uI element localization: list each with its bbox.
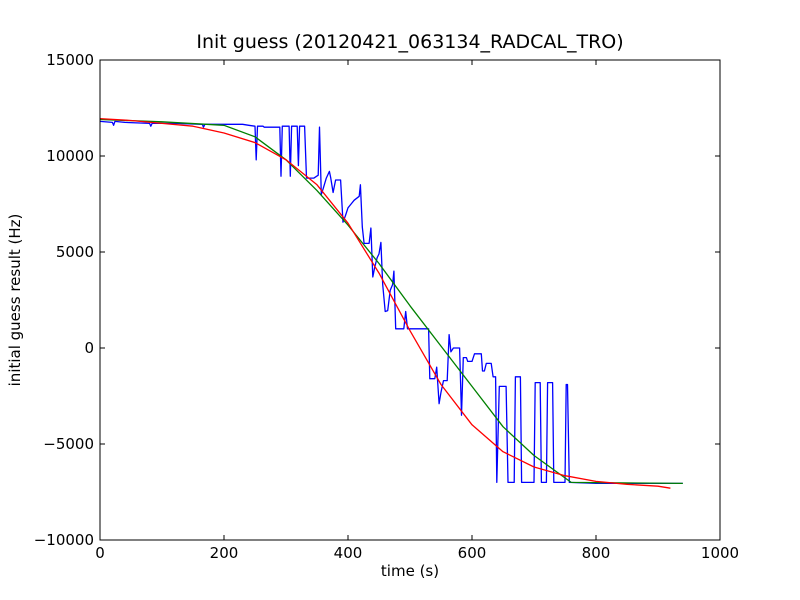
x-tick-label: 400: [334, 544, 363, 562]
y-tick-label: −5000: [43, 435, 94, 453]
ticks-layer: 0 200 400 600 800 1000 −10000 −5000 0 5000 10000 15…: [34, 51, 739, 562]
x-tick-label: 600: [458, 544, 487, 562]
chart-title: Init guess (20120421_063134_RADCAL_TRO): [196, 31, 623, 53]
series-layer: [100, 117, 683, 489]
plot-frame: [99, 59, 721, 541]
series-line-1: [100, 120, 683, 485]
y-tick-label: 10000: [46, 147, 94, 165]
series-line-2: [100, 118, 683, 485]
y-tick-label: −10000: [34, 531, 94, 549]
y-tick-label: 0: [84, 339, 94, 357]
x-axis-label: time (s): [381, 562, 439, 580]
x-tick-label: 200: [210, 544, 239, 562]
x-tick-label: 800: [582, 544, 611, 562]
y-axis-label: initial guess result (Hz): [6, 214, 24, 387]
y-tick-label: 5000: [56, 243, 94, 261]
x-tick-label: 0: [95, 544, 105, 562]
series-line-3: [100, 117, 671, 489]
y-tick-label: 15000: [46, 51, 94, 69]
x-tick-label: 1000: [701, 544, 739, 562]
